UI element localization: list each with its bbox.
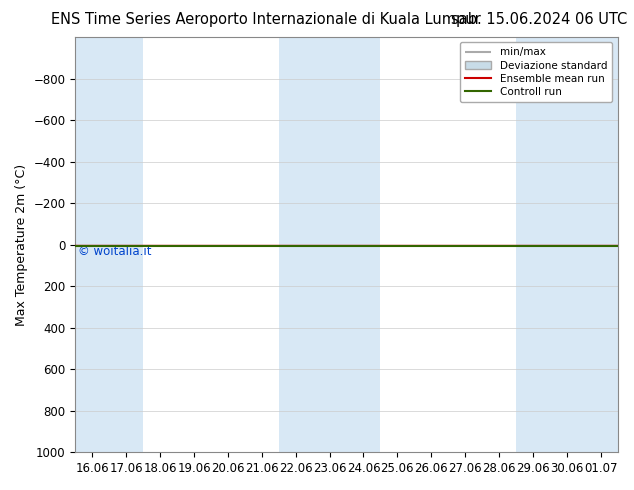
Bar — [75, 37, 109, 452]
Bar — [313, 37, 347, 452]
Y-axis label: Max Temperature 2m (°C): Max Temperature 2m (°C) — [15, 164, 28, 326]
Bar — [347, 37, 380, 452]
Text: © woitalia.it: © woitalia.it — [78, 245, 152, 258]
Bar — [584, 37, 618, 452]
Bar — [516, 37, 550, 452]
Text: sab. 15.06.2024 06 UTC: sab. 15.06.2024 06 UTC — [451, 12, 628, 27]
Bar — [550, 37, 584, 452]
Bar — [279, 37, 313, 452]
Legend: min/max, Deviazione standard, Ensemble mean run, Controll run: min/max, Deviazione standard, Ensemble m… — [460, 42, 612, 102]
Text: ENS Time Series Aeroporto Internazionale di Kuala Lumpur: ENS Time Series Aeroporto Internazionale… — [51, 12, 481, 27]
Bar — [109, 37, 143, 452]
